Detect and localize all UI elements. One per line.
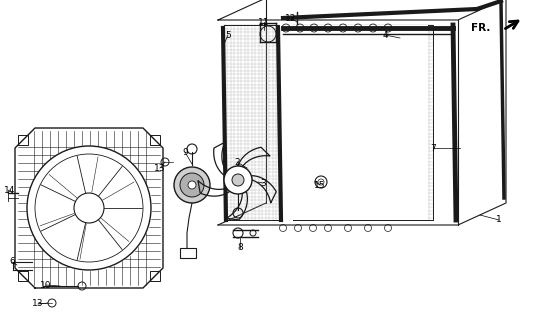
Text: 11: 11 xyxy=(258,18,270,27)
Text: 7: 7 xyxy=(430,143,436,153)
Text: 14: 14 xyxy=(4,186,16,195)
Text: 13: 13 xyxy=(32,300,44,308)
Text: 3: 3 xyxy=(260,179,266,188)
Text: 15: 15 xyxy=(314,180,326,189)
Circle shape xyxy=(224,166,252,194)
Text: FR.: FR. xyxy=(471,23,490,33)
Text: 6: 6 xyxy=(9,258,15,267)
Text: 10: 10 xyxy=(40,281,52,290)
Bar xyxy=(150,135,160,145)
Text: 1: 1 xyxy=(496,215,502,225)
Text: 5: 5 xyxy=(225,30,231,39)
Bar xyxy=(150,271,160,281)
Circle shape xyxy=(27,146,151,270)
Bar xyxy=(180,248,196,258)
Text: 2: 2 xyxy=(234,157,240,166)
Circle shape xyxy=(232,174,244,186)
Bar xyxy=(283,25,428,220)
Text: 13: 13 xyxy=(154,164,166,172)
Bar xyxy=(18,135,28,145)
Circle shape xyxy=(188,181,196,189)
Text: 9: 9 xyxy=(182,148,188,156)
Circle shape xyxy=(174,167,210,203)
Text: 12: 12 xyxy=(285,13,297,22)
Bar xyxy=(18,271,28,281)
Circle shape xyxy=(180,173,204,197)
Text: 8: 8 xyxy=(237,244,243,252)
Text: 4: 4 xyxy=(382,30,388,39)
